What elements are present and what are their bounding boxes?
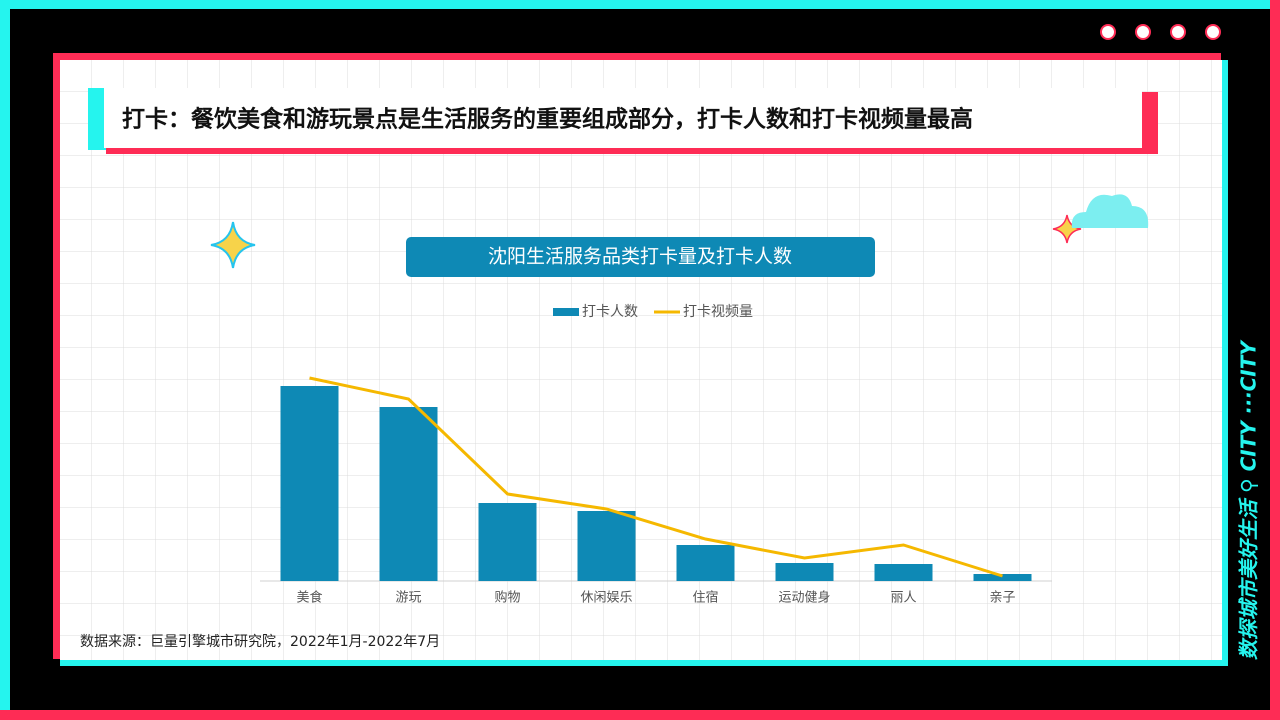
cloud (1071, 194, 1149, 228)
panel-grid (60, 60, 1222, 660)
frame-right (1270, 0, 1280, 720)
legend-label: 打卡人数 (582, 303, 638, 320)
source: 数据来源：巨量引擎城市研究院，2022年1月-2022年7月 (80, 633, 440, 650)
x-tick-label: 住宿 (692, 590, 718, 606)
x-tick-label: 游玩 (395, 591, 421, 606)
sparkle (210, 221, 256, 269)
x-tick-label: 美食 (296, 590, 322, 606)
bar (379, 407, 438, 581)
frame-bottom (0, 710, 1280, 720)
bar (874, 564, 933, 581)
bar (676, 545, 735, 581)
bar (577, 511, 636, 581)
x-tick-label: 丽人 (890, 591, 916, 606)
x-tick-label: 亲子 (989, 591, 1015, 606)
title-box (104, 88, 1142, 148)
frame-left (0, 0, 10, 720)
dots (1100, 24, 1221, 40)
bar (775, 563, 834, 581)
chart-title: 沈阳生活服务品类打卡量及打卡人数 (488, 246, 792, 268)
bar (973, 574, 1032, 581)
side-text: 数探城市美好生活 ⚲ CITY ···CITY (1237, 339, 1261, 660)
bar (478, 503, 537, 581)
line (309, 376, 1003, 578)
x-tick-label: 运动健身 (778, 590, 830, 606)
bar (280, 386, 339, 581)
legend-swatch (553, 308, 579, 316)
frame-top (0, 0, 1280, 9)
chart-title-box (406, 237, 875, 277)
x-tick-label: 休闲娱乐 (580, 591, 632, 606)
legend-label: 打卡视频量 (683, 303, 753, 320)
page-title: 打卡：餐饮美食和游玩景点是生活服务的重要组成部分，打卡人数和打卡视频量最高 (122, 106, 973, 133)
title-accent (88, 88, 106, 150)
x-tick-label: 购物 (494, 590, 520, 606)
